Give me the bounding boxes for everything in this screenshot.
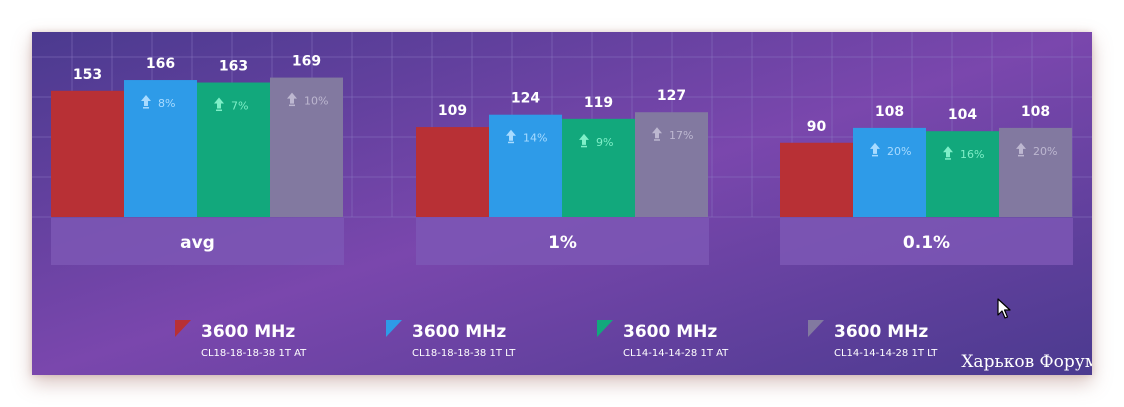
bar: [489, 114, 562, 217]
legend-swatch: [808, 320, 824, 337]
bar: [926, 131, 999, 217]
mouse-pointer-icon: [997, 298, 1011, 319]
arrow-base: [1018, 154, 1024, 157]
arrow-up-icon: [652, 127, 662, 139]
legend-label: 3600 MHz: [412, 322, 506, 342]
legend-sublabel: CL18-18-18-38 1T AT: [201, 348, 307, 359]
data-label: 108: [875, 104, 904, 120]
arrow-base: [216, 109, 222, 112]
bar: [999, 127, 1072, 217]
data-label: 169: [292, 54, 321, 70]
gain-label: 9%: [596, 136, 613, 149]
data-label: 124: [511, 91, 540, 107]
legend: 3600 MHz CL18-18-18-38 1T AT 3600 MHz CL18-…: [175, 320, 938, 359]
category-bands: avg 1% 0.1%: [51, 218, 1073, 265]
bar: [853, 127, 926, 217]
data-label: 108: [1021, 104, 1050, 120]
data-label: 119: [584, 95, 613, 111]
legend-swatch: [175, 320, 191, 337]
arrow-up-icon: [579, 133, 589, 145]
arrow-up-icon: [870, 142, 880, 154]
category-band: [51, 218, 344, 265]
arrow-base: [872, 154, 878, 157]
bar: [562, 118, 635, 217]
arrow-base: [654, 139, 660, 141]
arrow-up-icon: [141, 95, 151, 107]
arrow-base: [945, 158, 951, 160]
arrow-up-icon: [287, 92, 297, 104]
data-label: 109: [438, 103, 467, 119]
gain-label: 16%: [960, 148, 984, 161]
gain-label: 8%: [158, 97, 175, 110]
arrow-up-icon: [1016, 142, 1026, 154]
category-label: 0.1%: [903, 233, 950, 253]
gain-label: 10%: [304, 95, 328, 108]
bar-chart: avg 1% 0.1% 153 109 90 166 8% 124 14% 108 20% 163 7%…: [32, 32, 1092, 375]
bar: [780, 142, 853, 217]
data-label: 166: [146, 56, 175, 72]
watermark-text: Харьков Форум: [961, 352, 1092, 372]
category-label: 1%: [548, 233, 577, 253]
legend-sublabel: CL14-14-14-28 1T AT: [623, 348, 729, 359]
gain-label: 7%: [231, 100, 248, 113]
bar: [51, 90, 124, 217]
gain-label: 20%: [1033, 145, 1057, 158]
value-labels: 153 109 90 166 8% 124 14% 108 20% 163 7% 119 9% 104 16…: [73, 54, 1058, 162]
arrow-base: [143, 107, 149, 109]
arrow-base: [289, 104, 295, 107]
arrow-up-icon: [506, 129, 516, 141]
category-label: avg: [180, 233, 215, 253]
bar: [635, 112, 708, 217]
data-label: 127: [657, 88, 686, 104]
data-label: 90: [807, 119, 827, 135]
arrow-base: [508, 141, 514, 144]
category-band: [780, 218, 1073, 265]
data-label: 153: [73, 67, 102, 83]
legend-sublabel: CL18-18-18-38 1T LT: [412, 348, 516, 359]
bar: [197, 82, 270, 218]
legend-label: 3600 MHz: [623, 322, 717, 342]
chart-panel: avg 1% 0.1% 153 109 90 166 8% 124 14% 108 20% 163 7%…: [32, 32, 1092, 375]
gain-label: 14%: [523, 132, 547, 145]
gain-label: 17%: [669, 129, 693, 142]
legend-swatch: [597, 320, 613, 337]
data-label: 163: [219, 59, 248, 75]
bar: [270, 77, 343, 217]
arrow-base: [581, 145, 587, 148]
bar: [416, 127, 489, 217]
bar: [124, 80, 197, 217]
legend-label: 3600 MHz: [201, 322, 295, 342]
arrow-up-icon: [214, 97, 224, 109]
legend-label: 3600 MHz: [834, 322, 928, 342]
arrow-up-icon: [943, 146, 953, 158]
legend-swatch: [386, 320, 402, 337]
data-label: 104: [948, 107, 977, 123]
bars: [51, 77, 1072, 218]
gain-label: 20%: [887, 145, 911, 158]
legend-sublabel: CL14-14-14-28 1T LT: [834, 348, 938, 359]
category-band: [416, 218, 709, 265]
